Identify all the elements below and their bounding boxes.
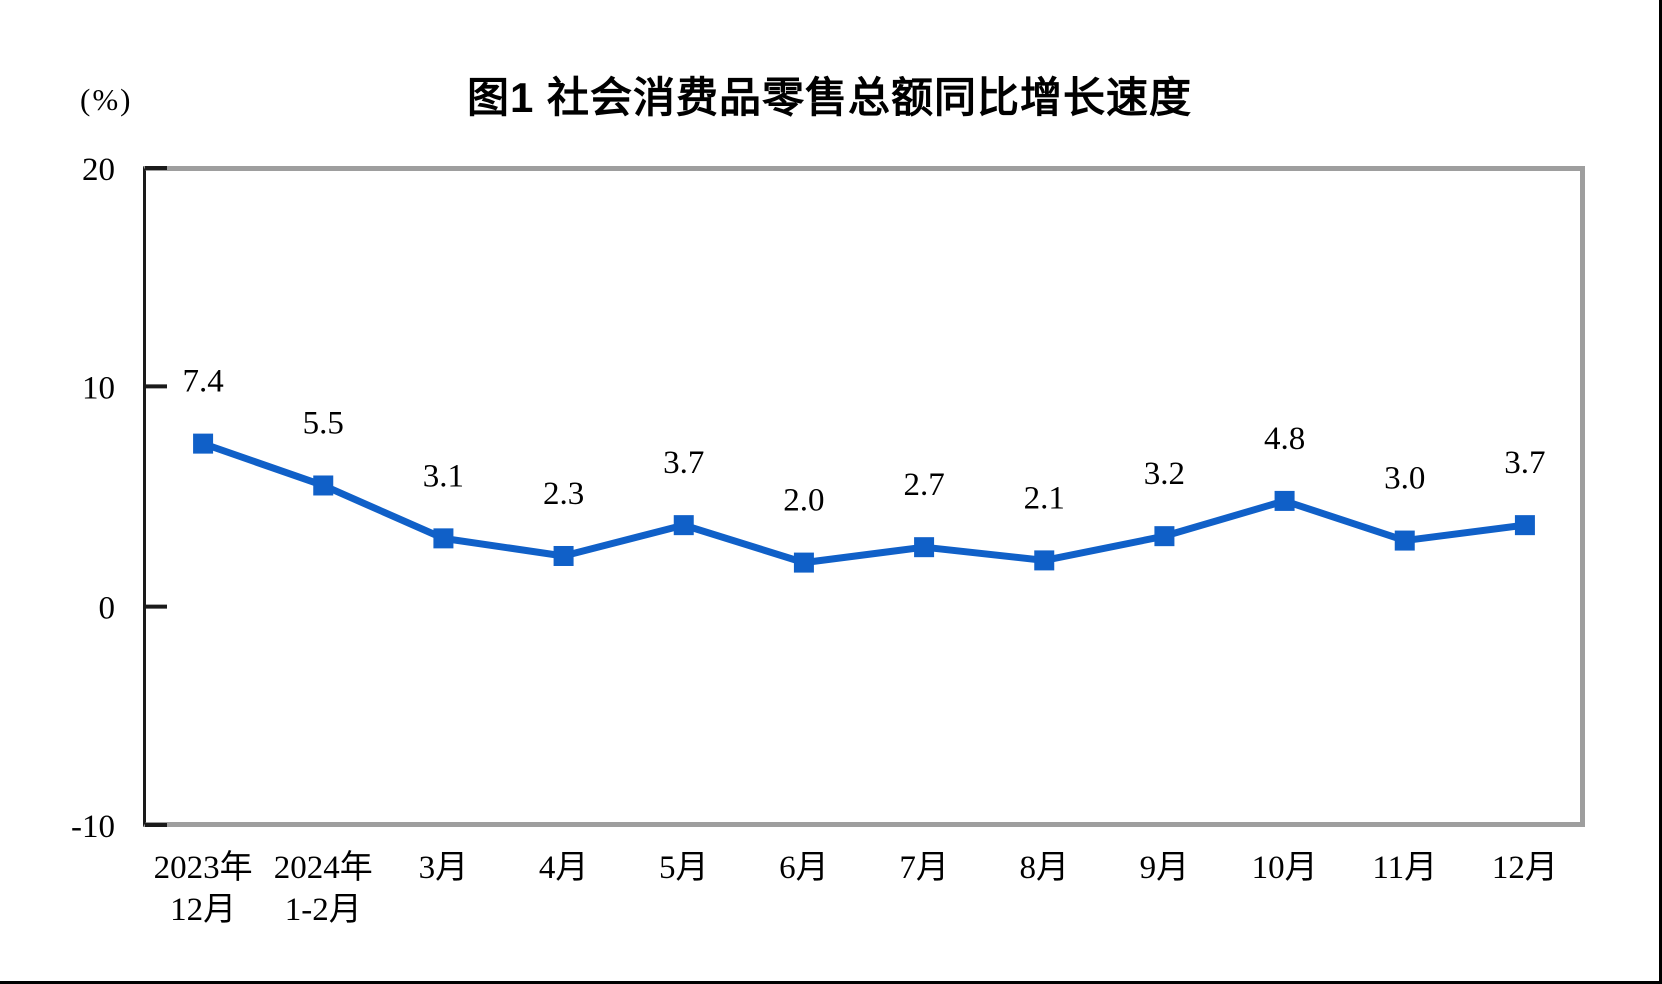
y-tick-label: 10 bbox=[82, 370, 115, 406]
x-axis-label: 2023年 12月 bbox=[154, 849, 253, 928]
x-axis-label: 4月 bbox=[539, 850, 589, 886]
x-axis-label: 11月 bbox=[1372, 850, 1437, 886]
x-axis-label: 2024年 1-2月 bbox=[274, 849, 373, 928]
y-tick-label: 20 bbox=[82, 152, 115, 188]
plot-area bbox=[143, 166, 1585, 827]
x-axis-label: 3月 bbox=[419, 850, 469, 886]
x-axis-label: 12月 bbox=[1492, 850, 1558, 886]
x-axis-label: 10月 bbox=[1252, 850, 1318, 886]
x-axis-label: 7月 bbox=[899, 850, 949, 886]
y-tick-label: -10 bbox=[71, 809, 115, 845]
x-axis-label: 9月 bbox=[1140, 850, 1190, 886]
chart-title: 图1 社会消费品零售总额同比增长速度 bbox=[466, 74, 1193, 121]
y-axis-unit-label: (%) bbox=[80, 82, 133, 117]
x-axis-label: 8月 bbox=[1020, 850, 1070, 886]
x-axis-label: 5月 bbox=[659, 850, 709, 886]
y-tick-label: 0 bbox=[99, 591, 116, 627]
x-axis-label: 6月 bbox=[779, 850, 829, 886]
